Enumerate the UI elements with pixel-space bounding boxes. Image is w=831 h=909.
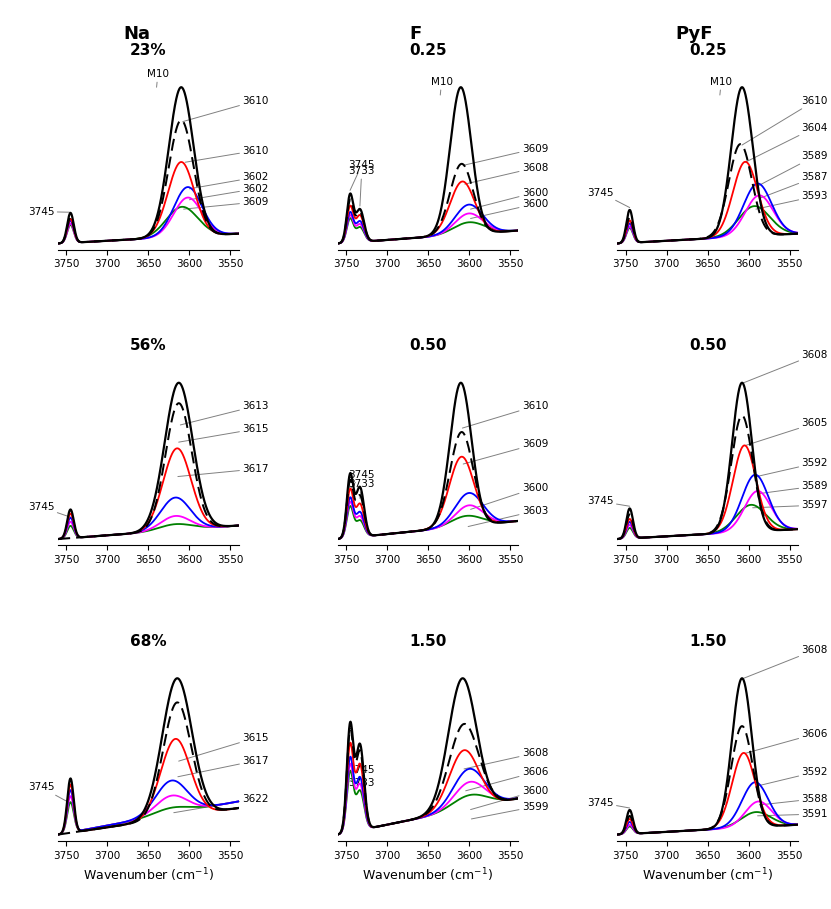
Title: 68%: 68% bbox=[130, 634, 167, 649]
X-axis label: Wavenumber (cm$^{-1}$): Wavenumber (cm$^{-1}$) bbox=[642, 866, 773, 884]
Text: 3602: 3602 bbox=[189, 184, 268, 200]
Text: 3597: 3597 bbox=[753, 500, 828, 510]
Text: M10: M10 bbox=[430, 77, 453, 95]
Text: 3610: 3610 bbox=[183, 96, 268, 122]
Title: 0.25: 0.25 bbox=[689, 43, 726, 58]
Text: 3593: 3593 bbox=[756, 192, 828, 209]
Text: 3605: 3605 bbox=[746, 418, 828, 445]
Text: 3608: 3608 bbox=[744, 350, 828, 383]
Text: 3745: 3745 bbox=[348, 160, 375, 190]
Text: 3745: 3745 bbox=[588, 496, 630, 506]
Title: 0.25: 0.25 bbox=[409, 43, 447, 58]
Text: 3610: 3610 bbox=[185, 145, 268, 162]
Title: 56%: 56% bbox=[130, 338, 167, 354]
Text: 3591: 3591 bbox=[758, 809, 828, 819]
Title: 23%: 23% bbox=[130, 43, 167, 58]
Text: 3615: 3615 bbox=[179, 733, 268, 761]
Text: 3608: 3608 bbox=[465, 163, 548, 185]
Text: 3603: 3603 bbox=[468, 506, 548, 526]
Text: 3589: 3589 bbox=[759, 481, 828, 494]
Title: 0.50: 0.50 bbox=[409, 338, 447, 354]
Text: 3609: 3609 bbox=[463, 144, 548, 165]
Text: 3617: 3617 bbox=[178, 755, 268, 777]
Text: 3600: 3600 bbox=[470, 483, 548, 509]
Text: 3600: 3600 bbox=[470, 199, 548, 218]
Text: 3745: 3745 bbox=[28, 206, 71, 216]
Text: 3617: 3617 bbox=[178, 464, 268, 476]
Text: 3600: 3600 bbox=[470, 187, 548, 209]
Title: 1.50: 1.50 bbox=[410, 634, 446, 649]
Text: F: F bbox=[410, 25, 421, 44]
Text: 3592: 3592 bbox=[757, 767, 828, 786]
Text: 3589: 3589 bbox=[759, 151, 828, 185]
Text: 3613: 3613 bbox=[180, 401, 268, 425]
Text: 3608: 3608 bbox=[464, 748, 548, 769]
Text: 3610: 3610 bbox=[742, 96, 828, 145]
Text: 3599: 3599 bbox=[471, 802, 548, 819]
Text: 3733: 3733 bbox=[348, 166, 375, 206]
X-axis label: Wavenumber (cm$^{-1}$): Wavenumber (cm$^{-1}$) bbox=[362, 866, 494, 884]
Text: 3745: 3745 bbox=[28, 502, 71, 517]
X-axis label: Wavenumber (cm$^{-1}$): Wavenumber (cm$^{-1}$) bbox=[83, 866, 214, 884]
Text: Na: Na bbox=[124, 25, 150, 44]
Text: 3610: 3610 bbox=[462, 401, 548, 428]
Text: 3604: 3604 bbox=[745, 123, 828, 162]
Text: 3609: 3609 bbox=[184, 197, 268, 209]
Title: 1.50: 1.50 bbox=[689, 634, 726, 649]
Text: 3587: 3587 bbox=[760, 173, 828, 198]
Text: 3608: 3608 bbox=[744, 645, 828, 678]
Text: 3745: 3745 bbox=[348, 765, 375, 782]
Text: 3600: 3600 bbox=[470, 786, 548, 810]
Text: 3602: 3602 bbox=[189, 173, 268, 189]
Text: 3745: 3745 bbox=[588, 187, 630, 207]
Text: 3745: 3745 bbox=[588, 798, 630, 808]
Text: M10: M10 bbox=[711, 77, 732, 95]
Text: 3733: 3733 bbox=[348, 479, 375, 498]
Title: 0.50: 0.50 bbox=[689, 338, 726, 354]
Text: 3615: 3615 bbox=[179, 424, 268, 442]
Text: M10: M10 bbox=[147, 69, 169, 87]
Text: 3733: 3733 bbox=[348, 778, 375, 791]
Text: 3622: 3622 bbox=[174, 794, 268, 813]
Text: 3745: 3745 bbox=[28, 783, 71, 804]
Text: 3745: 3745 bbox=[348, 470, 375, 489]
Text: 3609: 3609 bbox=[463, 439, 548, 464]
Text: PyF: PyF bbox=[675, 25, 713, 44]
Text: 3606: 3606 bbox=[465, 767, 548, 791]
Text: 3606: 3606 bbox=[745, 729, 828, 754]
Text: 3592: 3592 bbox=[757, 458, 828, 476]
Text: 3588: 3588 bbox=[760, 794, 828, 804]
